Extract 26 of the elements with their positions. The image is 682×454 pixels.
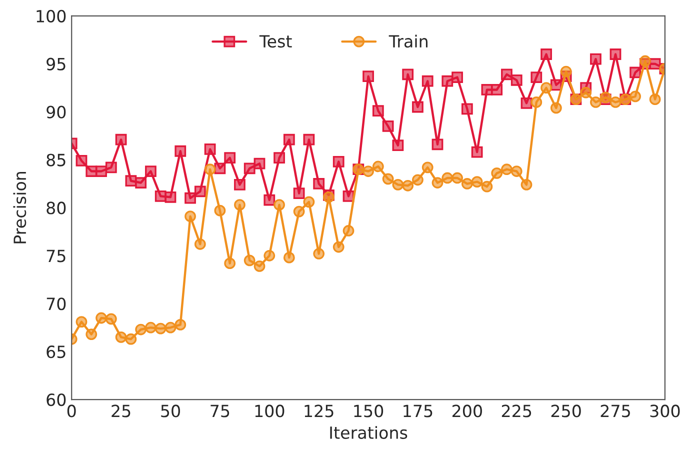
x-tick-label: 275 xyxy=(600,404,630,418)
y-tick-label: 70 xyxy=(46,298,66,310)
y-tick-label: 100 xyxy=(36,10,66,22)
x-tick-label: 300 xyxy=(650,404,680,418)
x-axis-title: Iterations xyxy=(330,426,408,439)
x-tick-label: 150 xyxy=(354,404,384,418)
y-tick-label: 80 xyxy=(46,202,66,214)
y-tick-label: 90 xyxy=(46,106,66,118)
x-tick-label: 225 xyxy=(502,404,532,418)
legend-label: Train xyxy=(388,34,428,48)
y-axis-title: Precision xyxy=(13,172,26,244)
y-tick-label: 65 xyxy=(46,346,66,358)
x-tick-label: 50 xyxy=(161,404,180,418)
y-tick-label: 95 xyxy=(46,58,66,70)
legend-label: Test xyxy=(259,35,292,48)
x-tick-label: 175 xyxy=(404,404,432,418)
x-tick-label: 0 xyxy=(67,404,76,418)
y-tick-label: 60 xyxy=(46,393,66,406)
x-tick-label: 75 xyxy=(210,404,230,418)
x-tick-label: 125 xyxy=(304,404,334,418)
y-tick-label: 85 xyxy=(46,154,66,166)
y-tick-label: 75 xyxy=(46,250,66,262)
x-tick-label: 100 xyxy=(255,404,284,418)
x-tick-label: 25 xyxy=(112,404,130,418)
x-tick-label: 250 xyxy=(551,404,581,418)
x-tick-label: 200 xyxy=(452,404,482,418)
